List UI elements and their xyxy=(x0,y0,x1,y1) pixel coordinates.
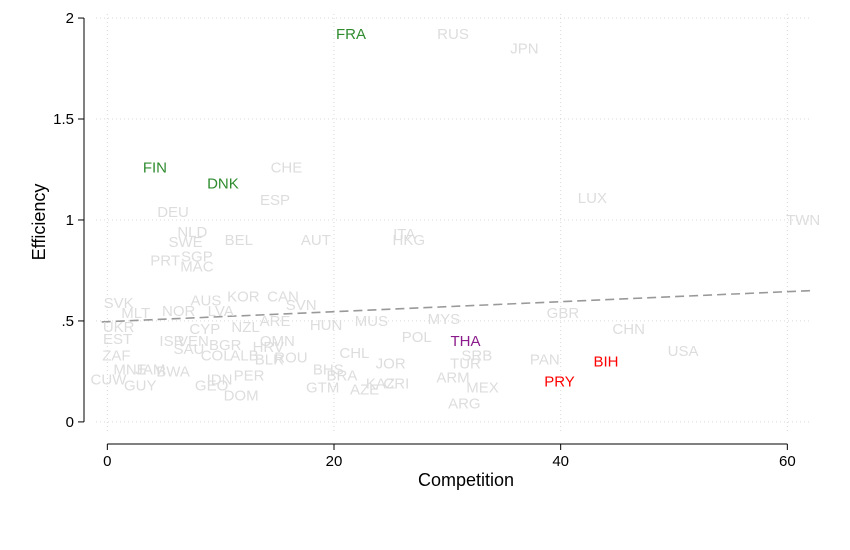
point-label-bgr: BGR xyxy=(209,337,242,354)
point-label-mlt: MLT xyxy=(121,305,150,322)
y-tick-label: .5 xyxy=(61,313,74,330)
point-label-kor: KOR xyxy=(227,289,260,306)
point-label-idn: IDN xyxy=(207,371,233,388)
point-label-twn: TWN xyxy=(786,212,820,229)
point-label-mac: MAC xyxy=(180,258,214,275)
point-label-bra: BRA xyxy=(327,367,358,384)
point-label-hun: HUN xyxy=(310,317,343,334)
point-label-sgp: SGP xyxy=(181,248,213,265)
point-label-ukr: UKR xyxy=(103,319,135,336)
point-label-ven: VEN xyxy=(178,333,209,350)
y-axis-title: Efficiency xyxy=(29,184,49,261)
point-label-col: COL xyxy=(201,347,232,364)
fit-line xyxy=(101,289,811,323)
x-tick-label: 0 xyxy=(103,453,111,470)
point-label-can: CAN xyxy=(267,289,299,306)
grid-lines xyxy=(96,14,810,432)
point-label-zaf: ZAF xyxy=(102,347,130,364)
point-label-cyp: CYP xyxy=(189,321,220,338)
point-label-sau: SAU xyxy=(174,341,205,358)
point-label-nzl: NZL xyxy=(231,319,259,336)
point-label-bhs: BHS xyxy=(313,361,344,378)
point-label-lva: LVA xyxy=(208,303,234,320)
y-tick-label: 1.5 xyxy=(53,111,74,128)
point-label-mus: MUS xyxy=(355,313,388,330)
point-label-jor: JOR xyxy=(376,355,406,372)
point-label-chl: CHL xyxy=(339,345,369,362)
point-label-mex: MEX xyxy=(466,380,499,397)
point-label-swe: SWE xyxy=(168,234,202,251)
point-label-svn: SVN xyxy=(286,297,317,314)
point-label-prt: PRT xyxy=(150,252,180,269)
point-label-dnk: DNK xyxy=(207,176,239,193)
point-label-usa: USA xyxy=(668,343,699,360)
point-label-rou: ROU xyxy=(274,349,307,366)
x-tick-label: 60 xyxy=(779,453,796,470)
point-label-mne: MNE xyxy=(113,361,146,378)
point-label-aus: AUS xyxy=(191,293,222,310)
point-label-tha: THA xyxy=(450,333,480,350)
point-label-svk: SVK xyxy=(104,295,134,312)
point-label-nor: NOR xyxy=(162,303,196,320)
point-label-esp: ESP xyxy=(260,192,290,209)
point-label-pry: PRY xyxy=(544,374,575,391)
x-axis-title: Competition xyxy=(418,470,514,490)
point-label-pan: PAN xyxy=(530,351,560,368)
point-label-gbr: GBR xyxy=(547,305,580,322)
point-label-srb: SRB xyxy=(461,347,492,364)
y-tick-label: 1 xyxy=(66,212,74,229)
ticks: 0.511.520 20 40 60 xyxy=(53,10,796,470)
point-label-bwa: BWA xyxy=(156,363,190,380)
point-label-hkg: HKG xyxy=(393,232,426,249)
point-label-nld: NLD xyxy=(177,224,207,241)
point-label-est: EST xyxy=(103,331,132,348)
point-label-isr: ISR xyxy=(159,333,184,350)
point-label-fin: FIN xyxy=(143,159,167,176)
point-label-gtm: GTM xyxy=(306,380,339,397)
point-label-jpn: JPN xyxy=(510,40,538,57)
point-label-geo: GEO xyxy=(195,378,228,395)
point-label-pol: POL xyxy=(402,329,432,346)
point-label-bel: BEL xyxy=(225,232,253,249)
x-tick-label: 40 xyxy=(552,453,569,470)
point-label-che: CHE xyxy=(271,159,303,176)
point-label-blr: BLR xyxy=(255,351,284,368)
point-label-rus: RUS xyxy=(437,26,469,43)
point-label-chn: CHN xyxy=(612,321,645,338)
point-label-cri: CRI xyxy=(383,376,409,393)
point-label-per: PER xyxy=(234,367,265,384)
point-label-jam: JAM xyxy=(135,361,165,378)
point-label-aut: AUT xyxy=(301,232,331,249)
point-label-dom: DOM xyxy=(224,388,259,405)
point-label-tur: TUR xyxy=(450,355,481,372)
fit-line-group xyxy=(101,289,811,323)
point-label-aze: AZE xyxy=(350,382,379,399)
point-label-arm: ARM xyxy=(436,369,469,386)
x-tick-label: 20 xyxy=(326,453,343,470)
point-label-lux: LUX xyxy=(578,190,607,207)
point-label-deu: DEU xyxy=(157,204,189,221)
point-label-hrv: HRV xyxy=(253,339,284,356)
point-label-guy: GUY xyxy=(124,378,157,395)
point-label-mys: MYS xyxy=(428,311,461,328)
point-label-kaz: KAZ xyxy=(366,376,395,393)
point-label-ita: ITA xyxy=(393,226,415,243)
point-label-fra: FRA xyxy=(336,26,366,43)
point-label-alb: ALB xyxy=(230,347,258,364)
point-label-bih: BIH xyxy=(593,353,618,370)
y-tick-label: 2 xyxy=(66,10,74,27)
point-label-are: ARE xyxy=(260,313,291,330)
point-label-cuw: CUW xyxy=(91,371,128,388)
point-label-omn: OMN xyxy=(260,333,295,350)
point-label-arg: ARG xyxy=(448,396,481,413)
y-tick-label: 0 xyxy=(66,414,74,431)
